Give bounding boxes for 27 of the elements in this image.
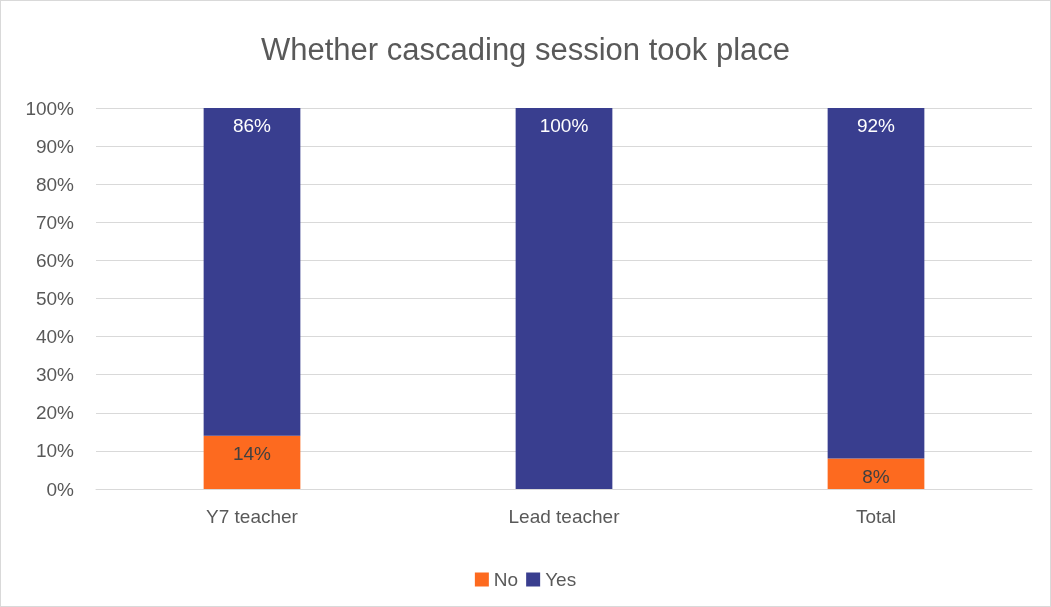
y-tick-label: 20%: [35, 402, 75, 424]
bar: [203, 108, 301, 436]
bar: [827, 108, 925, 459]
x-tick-label: Total: [855, 506, 897, 527]
y-tick-label: 80%: [35, 173, 75, 195]
y-tick-label: 30%: [35, 364, 75, 386]
y-tick-label: 10%: [35, 440, 75, 462]
data-label: 14%: [232, 442, 272, 464]
data-label: 86%: [232, 115, 272, 136]
bar: [515, 108, 613, 489]
y-tick-label: 90%: [35, 135, 75, 157]
data-label: 92%: [856, 115, 896, 136]
data-label: 100%: [539, 115, 589, 136]
chart-title: Whether cascading session took place: [260, 32, 791, 67]
y-tick-label: 70%: [35, 211, 75, 233]
y-tick-label: 60%: [35, 249, 75, 271]
y-tick-label: 100%: [25, 97, 75, 119]
x-tick-label: Y7 teacher: [206, 506, 299, 527]
y-tick-label: 50%: [35, 288, 75, 309]
y-tick-label: 0%: [46, 478, 75, 500]
legend-label: Yes: [545, 569, 577, 590]
legend-label: No: [493, 569, 519, 590]
bar: [827, 458, 925, 489]
x-tick-label: Lead teacher: [508, 506, 621, 527]
y-tick-label: 40%: [35, 326, 75, 348]
bar: [203, 435, 301, 489]
data-label: 8%: [862, 465, 890, 487]
